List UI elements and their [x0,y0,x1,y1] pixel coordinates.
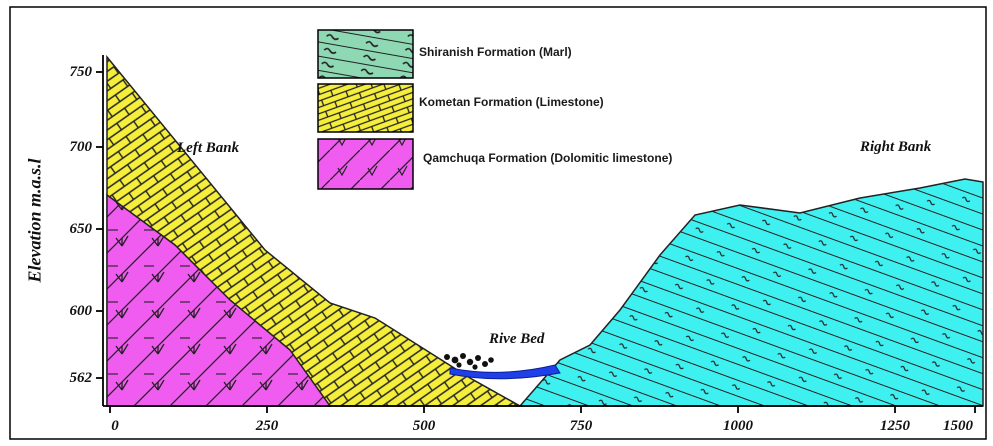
left-bank-label: Left Bank [177,140,240,156]
x-tick-label: 0 [111,418,119,434]
y-tick-label: 700 [69,139,93,155]
legend-label-shiranish: Shiranish Formation (Marl) [419,45,572,59]
legend-swatch-kometan [317,83,414,133]
legend-label-qamchuqa: Qamchuqa Formation (Dolomitic limestone) [423,151,673,165]
x-tick-label: 750 [569,418,593,434]
y-tick-label: 600 [69,303,93,319]
river-water [449,364,561,380]
legend-swatch-shiranish [317,29,414,79]
figure-border [9,6,987,440]
x-tick-label: 1000 [723,418,753,434]
x-tick-marks [109,406,976,413]
y-tick-label: 562 [69,370,93,386]
river-boulders [444,353,494,370]
y-tick-label: 650 [69,221,93,237]
x-tick-label: 1500 [943,418,973,434]
y-tick-label: 750 [69,64,93,80]
river-bed-label: Rive Bed [489,331,545,347]
right-bank-label: Right Bank [860,139,932,155]
shiranish-layer [518,178,984,407]
legend-label-kometan: Kometan Formation (Limestone) [419,95,604,109]
legend-swatch-qamchuqa [317,138,414,190]
y-tick-marks [96,71,103,379]
x-tick-label: 500 [412,418,436,434]
x-tick-label: 250 [255,418,279,434]
y-axis-label: Elevation m.a.s.l [24,158,45,283]
x-tick-label: 1250 [880,418,910,434]
